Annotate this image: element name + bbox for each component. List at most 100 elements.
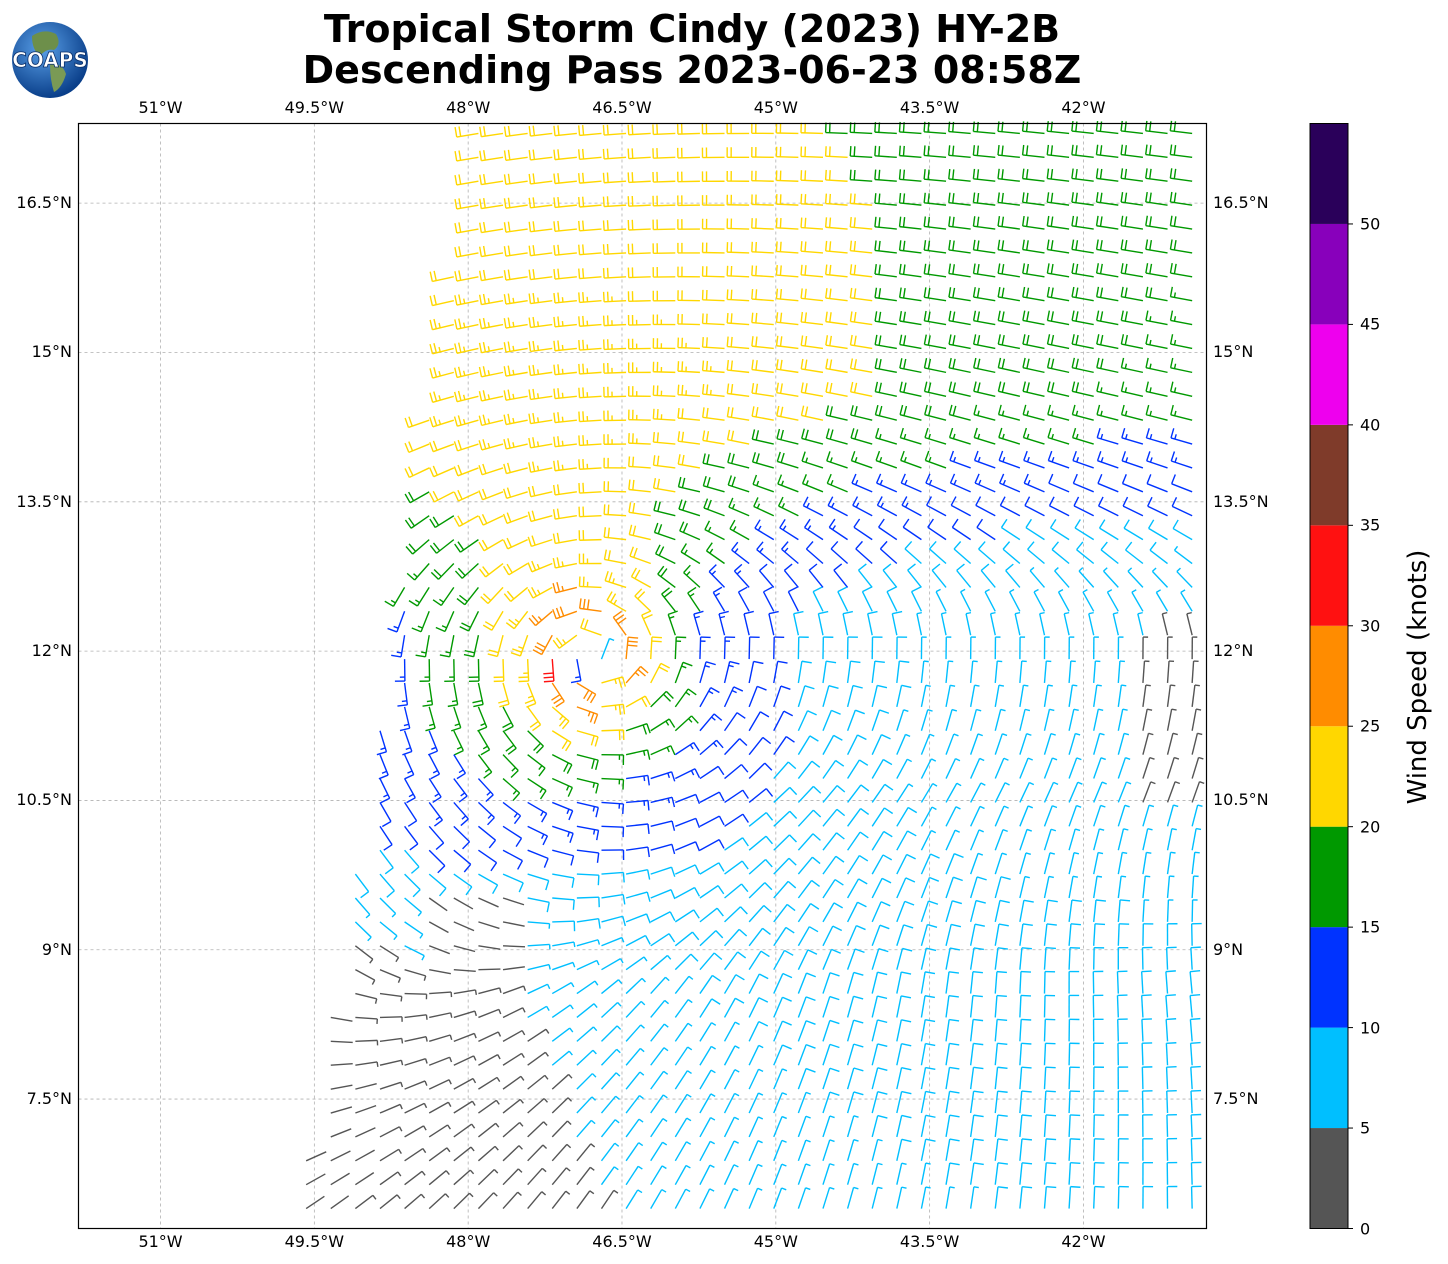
colorbar-tick-label: 15 [1360, 917, 1381, 937]
wind-barb [674, 661, 693, 684]
wind-barb [419, 659, 431, 682]
wind-barb [1043, 947, 1056, 970]
wind-barb [693, 610, 704, 636]
wind-barb [527, 560, 553, 573]
wind-barb [379, 1016, 403, 1022]
wind-barb [822, 879, 844, 899]
wind-barb [920, 1186, 931, 1209]
wind-barb [576, 825, 600, 841]
wind-barb [754, 519, 775, 541]
colorbar-tick-label: 0 [1360, 1219, 1371, 1238]
lon-tick-bottom: 48°W [446, 1232, 491, 1251]
wind-barb [898, 263, 922, 278]
wind-barb [800, 241, 824, 254]
wind-barb [1025, 518, 1045, 541]
wind-barb [453, 1032, 477, 1042]
wind-barb [748, 685, 767, 708]
wind-barb [1068, 1162, 1081, 1185]
wind-barb [726, 336, 750, 350]
wind-barb [576, 1119, 596, 1138]
wind-barb [453, 515, 479, 528]
wind-barb [1151, 567, 1169, 588]
wind-barb [477, 754, 493, 779]
lon-tick-top: 48°W [446, 98, 491, 117]
wind-barb [552, 484, 577, 496]
wind-barb [1189, 1041, 1201, 1066]
wind-barb [576, 873, 600, 886]
wind-barb [801, 428, 824, 445]
wind-barb [822, 1067, 840, 1090]
wind-barb [994, 1138, 1008, 1161]
wind-barb [650, 1188, 667, 1209]
wind-barb [652, 432, 676, 445]
wind-barb [454, 246, 479, 258]
wind-barb [702, 475, 725, 493]
wind-barb [330, 1128, 352, 1138]
wind-barb [379, 778, 391, 804]
wind-barb [1043, 1138, 1057, 1161]
wind-barb [1008, 588, 1021, 612]
wind-barb [980, 563, 996, 588]
wind-barb [305, 1195, 325, 1210]
wind-barb [1121, 474, 1144, 493]
wind-barb [1093, 1114, 1105, 1137]
wind-barb [1071, 334, 1094, 350]
wind-barb [699, 1045, 716, 1066]
wind-barb [602, 291, 627, 303]
wind-barb [625, 846, 650, 858]
wind-barb [1071, 144, 1094, 159]
wind-barb [997, 145, 1020, 159]
wind-barb [551, 1073, 573, 1090]
wind-barb [1093, 660, 1101, 684]
wind-barb [379, 921, 398, 941]
wind-barb [576, 1073, 597, 1090]
wind-barb [828, 518, 848, 541]
wind-barb [650, 662, 671, 684]
wind-barb [628, 456, 651, 469]
wind-barb [503, 221, 528, 233]
wind-barb [701, 242, 725, 254]
wind-barb [601, 703, 626, 715]
wind-barb [1019, 828, 1032, 851]
wind-barb [451, 706, 462, 732]
wind-barb [945, 1018, 960, 1042]
wind-barb [674, 636, 687, 660]
wind-barb [379, 1037, 404, 1044]
wind-barb [1117, 636, 1124, 660]
wind-barb [650, 1094, 668, 1114]
wind-barb [404, 1147, 427, 1162]
wind-barb [969, 876, 987, 899]
wind-barb [404, 1193, 426, 1210]
wind-barb [502, 706, 514, 732]
colorbar-title: Wind Speed (knots) [1403, 549, 1433, 805]
wind-barb [674, 1093, 692, 1114]
wind-barb [1046, 239, 1070, 254]
wind-barb [453, 1123, 476, 1138]
wind-barb [404, 945, 425, 961]
wind-barb [1027, 541, 1045, 565]
wind-barb [552, 920, 576, 932]
wind-barb [453, 1100, 476, 1114]
wind-barb [1093, 804, 1106, 827]
wind-barb [886, 586, 898, 612]
wind-barb [625, 1189, 643, 1209]
wind-barb [428, 825, 445, 851]
wind-barb [578, 553, 602, 565]
wind-barb [949, 473, 971, 493]
wind-barb [800, 264, 824, 278]
wind-barb [628, 433, 651, 445]
wind-barb [1142, 1114, 1153, 1137]
wind-barb [1122, 496, 1144, 517]
wind-barb [976, 518, 996, 541]
wind-barb [1019, 947, 1032, 970]
wind-barb [1165, 1018, 1177, 1042]
wind-barb [677, 171, 700, 183]
wind-barb [552, 825, 574, 843]
wind-barb [578, 220, 602, 232]
wind-barb [453, 1055, 477, 1066]
wind-barb [871, 1043, 888, 1066]
wind-barb [478, 1076, 501, 1090]
wind-barb [945, 1138, 960, 1161]
wind-barb [999, 473, 1021, 493]
wind-barb [1005, 563, 1021, 588]
